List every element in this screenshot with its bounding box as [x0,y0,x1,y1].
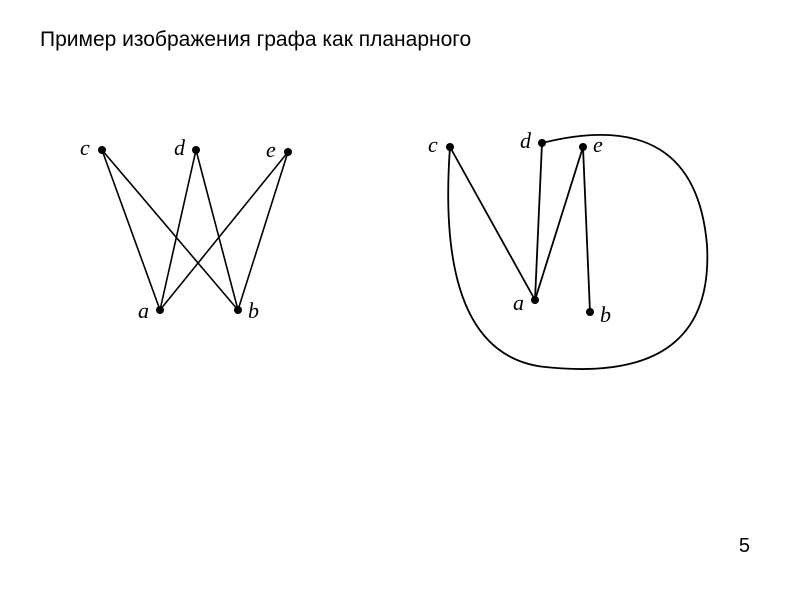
label-b: b [600,302,611,327]
label-d: d [520,128,532,153]
label-a: a [138,298,149,323]
label-d: d [174,135,186,160]
edge-c-a [450,147,535,300]
page-number: 5 [739,535,750,558]
node-a [156,306,164,314]
edge-e-b [238,152,288,310]
node-d [192,146,200,154]
node-e [579,143,587,151]
node-d [538,139,546,147]
node-a [531,296,539,304]
node-b [586,308,594,316]
label-a: a [513,290,524,315]
edge-e-a [160,152,288,310]
graph-nonplanar: c d e a b [60,130,320,340]
node-c [446,143,454,151]
node-b [234,306,242,314]
graph-right-svg: c d e a b [395,125,745,385]
graph-planar: c d e a b [395,125,745,385]
label-b: b [248,298,259,323]
page-title: Пример изображения графа как планарного [40,28,471,52]
graph-left-svg: c d e a b [60,130,320,340]
edge-e-a [535,147,583,300]
edge-c-a [102,150,160,310]
label-e: e [266,137,276,162]
node-c [98,146,106,154]
label-c: c [80,135,90,160]
edge-d-a [535,143,542,300]
edge-e-b [583,147,590,312]
edge-d-a [160,150,196,310]
edge-d-b-curve [448,135,707,369]
label-c: c [428,132,438,157]
node-e [284,148,292,156]
label-e: e [593,132,603,157]
